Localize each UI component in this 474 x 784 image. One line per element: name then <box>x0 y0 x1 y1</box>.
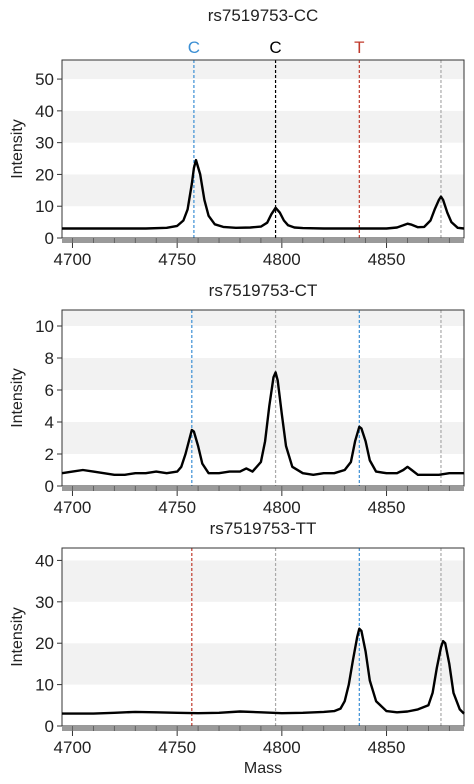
y-tick-label: 0 <box>45 229 54 248</box>
background-band <box>62 142 464 175</box>
y-axis-label: Intensity <box>9 368 26 428</box>
background-band <box>62 310 464 326</box>
x-tick-label: 4750 <box>158 250 196 269</box>
y-tick-label: 30 <box>35 593 54 612</box>
x-axis-ruler <box>62 726 464 731</box>
panel-title: rs7519753-CC <box>208 6 319 25</box>
background-band <box>62 390 464 422</box>
panel-title: rs7519753-TT <box>210 519 317 538</box>
x-tick-label: 4800 <box>263 738 301 757</box>
y-tick-label: 10 <box>35 197 54 216</box>
y-axis-label: Intensity <box>9 607 26 667</box>
y-axis-label: Intensity <box>9 119 26 179</box>
marker-label: T <box>354 38 364 57</box>
x-tick-label: 4850 <box>368 738 406 757</box>
x-tick-label: 4850 <box>368 250 406 269</box>
background-band <box>62 79 464 111</box>
x-tick-label: 4700 <box>54 250 92 269</box>
y-tick-label: 0 <box>45 477 54 496</box>
y-tick-label: 8 <box>45 349 54 368</box>
y-tick-label: 2 <box>45 445 54 464</box>
background-band <box>62 643 464 685</box>
background-band <box>62 548 464 561</box>
x-tick-label: 4750 <box>158 738 196 757</box>
x-tick-label: 4850 <box>368 498 406 517</box>
x-tick-label: 4700 <box>54 498 92 517</box>
spectrum-line <box>62 158 465 230</box>
y-tick-label: 40 <box>35 551 54 570</box>
x-axis-ruler <box>62 486 464 491</box>
y-tick-label: 20 <box>35 634 54 653</box>
spectrum-line <box>61 371 464 476</box>
y-tick-label: 6 <box>45 381 54 400</box>
y-tick-label: 30 <box>35 134 54 153</box>
panel-1: C C T 0 10 20 30 40 50 4700 4750 4800 4850 rs7519753-… <box>9 6 465 269</box>
background-band <box>62 358 464 390</box>
x-tick-label: 4750 <box>158 498 196 517</box>
x-tick-label: 4800 <box>263 250 301 269</box>
y-tick-label: 10 <box>35 676 54 695</box>
background-band <box>62 560 464 602</box>
x-axis-label: Mass <box>244 760 282 777</box>
y-tick-label: 20 <box>35 165 54 184</box>
panel-title: rs7519753-CT <box>209 281 318 300</box>
background-band <box>62 60 464 80</box>
y-tick-label: 40 <box>35 102 54 121</box>
x-axis-ruler <box>62 238 464 243</box>
panel-2: 0 2 4 6 8 10 4700 4750 4800 4850 rs7519753-CT Inten… <box>9 281 465 517</box>
marker-label: C <box>188 38 200 57</box>
x-tick-label: 4700 <box>54 738 92 757</box>
spectrum-line <box>62 627 465 715</box>
background-band <box>62 110 464 143</box>
panel-3: 0 10 20 30 40 4700 4750 4800 4850 rs7519753-TT Int… <box>9 519 465 777</box>
background-band <box>62 326 464 358</box>
y-tick-label: 10 <box>35 317 54 336</box>
background-band <box>62 684 464 726</box>
y-tick-label: 50 <box>35 70 54 89</box>
y-tick-label: 0 <box>45 717 54 736</box>
background-band <box>62 454 464 486</box>
x-tick-label: 4800 <box>263 498 301 517</box>
y-tick-label: 4 <box>45 413 54 432</box>
background-band <box>62 206 464 238</box>
background-band <box>62 174 464 207</box>
marker-label: C <box>269 38 281 57</box>
background-band <box>62 601 464 644</box>
